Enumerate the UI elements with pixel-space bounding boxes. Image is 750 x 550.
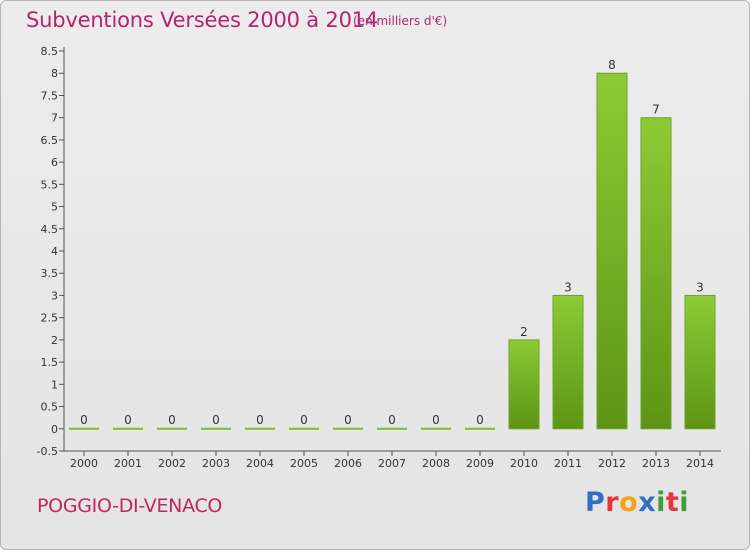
x-tick-label: 2009	[466, 457, 494, 470]
bar	[640, 117, 672, 430]
commune-name: POGGIO-DI-VENACO	[37, 495, 223, 517]
x-tick-label: 2007	[378, 457, 406, 470]
bar	[552, 294, 584, 430]
bars	[69, 72, 716, 430]
x-tick-label: 2010	[510, 457, 538, 470]
y-tick-label: 6	[51, 156, 58, 169]
data-label: 2	[520, 325, 528, 339]
chart-subtitle: (en milliers d'€)	[353, 14, 448, 28]
bar	[201, 427, 231, 430]
logo-letter: r	[605, 487, 620, 518]
bar	[157, 427, 187, 430]
x-tick-label: 2004	[246, 457, 274, 470]
data-label: 0	[300, 413, 308, 427]
y-tick-label: 5	[51, 201, 58, 214]
logo-letter: i	[656, 487, 666, 518]
data-label: 0	[476, 413, 484, 427]
y-tick-label: 2	[51, 334, 58, 347]
data-label: 0	[344, 413, 352, 427]
y-tick-label: 1	[51, 378, 58, 391]
y-tick-label: -0.5	[37, 445, 58, 458]
data-label: 0	[388, 413, 396, 427]
x-tick-label: 2011	[554, 457, 582, 470]
data-label: 0	[212, 413, 220, 427]
data-label: 8	[608, 58, 616, 72]
y-tick-label: 6.5	[41, 134, 59, 147]
bar	[289, 427, 319, 430]
logo-letter: t	[665, 487, 680, 518]
data-labels: 0 0 0 0 0 0 0 0 0 0 2 3 8 7 3	[80, 58, 704, 427]
y-tick-label: 0	[51, 423, 58, 436]
bar	[245, 427, 275, 430]
x-tick-label: 2013	[642, 457, 670, 470]
y-tick-label: 7	[51, 112, 58, 125]
x-tick-label: 2002	[158, 457, 186, 470]
bar	[508, 339, 540, 430]
y-tick-label: 1.5	[41, 356, 59, 369]
y-tick-label: 8.5	[41, 45, 59, 58]
x-tick-label: 2005	[290, 457, 318, 470]
chart-title: Subventions Versées 2000 à 2014	[26, 8, 379, 32]
data-label: 0	[256, 413, 264, 427]
bar	[684, 294, 716, 430]
data-label: 3	[564, 280, 572, 294]
bar	[113, 427, 143, 430]
y-tick-label: 0.5	[41, 401, 59, 414]
y-tick-label: 8	[51, 67, 58, 80]
x-tick-label: 2001	[114, 457, 142, 470]
bar	[333, 427, 363, 430]
logo-letter: x	[638, 487, 657, 518]
x-tick-label: 2014	[686, 457, 714, 470]
x-tick-label: 2003	[202, 457, 230, 470]
y-tick-label: 3.5	[41, 267, 59, 280]
bar	[69, 427, 99, 430]
bar	[421, 427, 451, 430]
data-label: 0	[432, 413, 440, 427]
data-label: 0	[168, 413, 176, 427]
y-tick-label: 4.5	[41, 223, 59, 236]
data-label: 7	[652, 103, 660, 117]
data-label: 3	[696, 280, 704, 294]
x-tick-label: 2006	[334, 457, 362, 470]
data-label: 0	[80, 413, 88, 427]
y-tick-label: 4	[51, 245, 58, 258]
bar	[465, 427, 495, 430]
logo-letter: i	[679, 487, 690, 518]
x-tick-label: 2008	[422, 457, 450, 470]
axes: -0.5 0 0.5 1 1.5 2 2.5 3 3.5 4 4.5 5 5.5 6 6.5 7 7.5 8 8.5…	[37, 45, 721, 470]
logo-letter: P	[585, 487, 606, 518]
y-tick-label: 7.5	[41, 89, 59, 102]
data-label: 0	[124, 413, 132, 427]
x-tick-label: 2012	[598, 457, 626, 470]
bar	[377, 427, 407, 430]
logo-letter: o	[619, 487, 639, 518]
y-tick-label: 2.5	[41, 312, 59, 325]
x-tick-label: 2000	[70, 457, 98, 470]
y-tick-label: 3	[51, 289, 58, 302]
y-tick-label: 5.5	[41, 178, 59, 191]
proxiti-logo: Proxiti	[585, 487, 689, 518]
bar	[596, 72, 628, 430]
